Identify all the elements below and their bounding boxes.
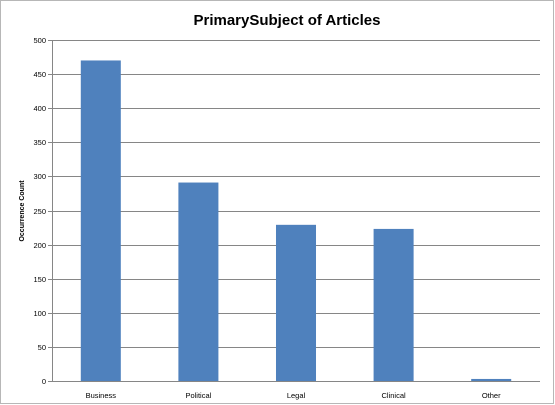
y-tick-label: 200 <box>33 241 46 250</box>
x-tick-labels: Business Political Legal Clinical Other <box>86 391 501 400</box>
bar <box>471 378 512 381</box>
y-tick-label: 400 <box>33 104 46 113</box>
x-tick-label: Other <box>482 391 501 400</box>
y-tick-label: 100 <box>33 309 46 318</box>
y-tick-label: 500 <box>33 36 46 45</box>
y-tick-labels: 0 50 100 150 200 250 300 350 400 450 500 <box>33 36 46 386</box>
y-tick-label: 450 <box>33 70 46 79</box>
bar <box>80 60 121 382</box>
y-tick-label: 250 <box>33 207 46 216</box>
x-tick-label: Legal <box>287 391 306 400</box>
bars <box>80 60 512 382</box>
y-tick-label: 0 <box>42 377 46 386</box>
x-tick-label: Clinical <box>382 391 407 400</box>
chart-title: PrimarySubject of Articles <box>193 12 380 29</box>
x-tick-label: Political <box>185 391 211 400</box>
y-tick-label: 350 <box>33 138 46 147</box>
y-tick-label: 50 <box>38 343 46 352</box>
x-tick-label: Business <box>86 391 117 400</box>
gridlines <box>52 40 540 348</box>
axes <box>48 40 540 382</box>
y-tick-label: 150 <box>33 275 46 284</box>
bar <box>373 228 414 381</box>
y-axis-title: Occurrence Count <box>19 180 26 242</box>
y-tick-label: 300 <box>33 172 46 181</box>
bar <box>178 182 219 381</box>
bar <box>275 224 317 381</box>
